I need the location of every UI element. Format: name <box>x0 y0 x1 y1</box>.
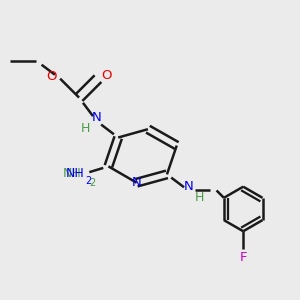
Text: 2: 2 <box>89 178 96 188</box>
Text: 2: 2 <box>86 176 92 186</box>
Text: N: N <box>183 180 193 194</box>
Text: N: N <box>132 176 142 189</box>
Text: N: N <box>92 111 102 124</box>
Text: O: O <box>102 69 112 82</box>
Text: O: O <box>46 70 57 83</box>
Text: F: F <box>239 251 247 264</box>
Text: H: H <box>81 122 90 135</box>
Text: NH: NH <box>62 167 81 180</box>
Text: NH: NH <box>65 167 84 180</box>
Text: H: H <box>195 191 204 204</box>
